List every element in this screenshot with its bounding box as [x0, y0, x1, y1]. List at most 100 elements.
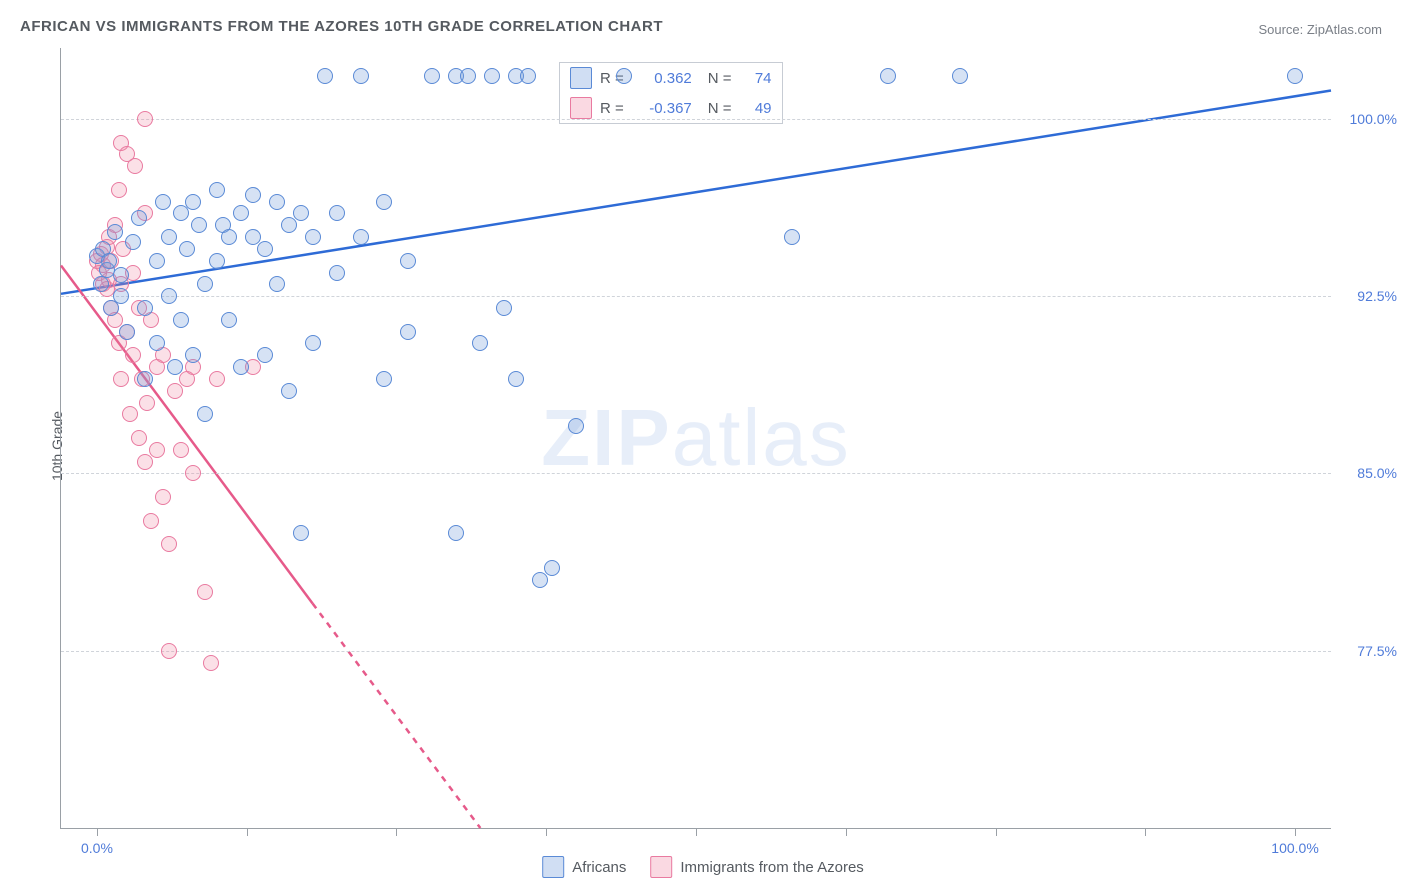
data-point-blue: [179, 241, 195, 257]
n-label: N =: [708, 100, 732, 117]
data-point-blue: [281, 217, 297, 233]
x-tick: [546, 828, 547, 836]
r-label: R =: [600, 100, 624, 117]
data-point-blue: [281, 383, 297, 399]
x-tick: [396, 828, 397, 836]
chart-title: AFRICAN VS IMMIGRANTS FROM THE AZORES 10…: [20, 18, 663, 35]
stats-row-blue: R = 0.362 N = 74: [560, 63, 782, 93]
swatch-pink-icon: [650, 856, 672, 878]
gridline: [61, 296, 1331, 297]
data-point-blue: [1287, 68, 1303, 84]
data-point-blue: [197, 276, 213, 292]
n-value-pink: 49: [740, 100, 772, 117]
data-point-pink: [155, 489, 171, 505]
data-point-pink: [161, 536, 177, 552]
x-tick: [696, 828, 697, 836]
data-point-blue: [185, 194, 201, 210]
x-tick: [1295, 828, 1296, 836]
data-point-blue: [293, 205, 309, 221]
data-point-pink: [113, 371, 129, 387]
y-tick-label: 100.0%: [1337, 111, 1397, 127]
data-point-blue: [149, 335, 165, 351]
data-point-blue: [376, 194, 392, 210]
data-point-blue: [233, 205, 249, 221]
data-point-blue: [137, 371, 153, 387]
data-point-blue: [329, 265, 345, 281]
data-point-blue: [209, 253, 225, 269]
stats-legend: R = 0.362 N = 74 R = -0.367 N = 49: [559, 62, 783, 124]
data-point-pink: [137, 454, 153, 470]
data-point-blue: [101, 253, 117, 269]
x-tick: [846, 828, 847, 836]
data-point-blue: [131, 210, 147, 226]
data-point-blue: [221, 229, 237, 245]
data-point-blue: [257, 241, 273, 257]
data-point-blue: [616, 68, 632, 84]
legend-item-blue: Africans: [542, 856, 626, 878]
data-point-blue: [496, 300, 512, 316]
data-point-blue: [197, 406, 213, 422]
data-point-blue: [167, 359, 183, 375]
r-value-pink: -0.367: [632, 100, 692, 117]
data-point-blue: [269, 194, 285, 210]
data-point-blue: [305, 229, 321, 245]
data-point-blue: [484, 68, 500, 84]
legend-label-pink: Immigrants from the Azores: [680, 859, 863, 876]
data-point-blue: [544, 560, 560, 576]
data-point-blue: [233, 359, 249, 375]
data-point-blue: [448, 525, 464, 541]
data-point-blue: [460, 68, 476, 84]
data-point-pink: [149, 442, 165, 458]
gridline: [61, 119, 1331, 120]
swatch-blue-icon: [542, 856, 564, 878]
data-point-pink: [197, 584, 213, 600]
x-tick: [996, 828, 997, 836]
legend-item-pink: Immigrants from the Azores: [650, 856, 863, 878]
data-point-pink: [167, 383, 183, 399]
data-point-blue: [161, 229, 177, 245]
data-point-blue: [400, 253, 416, 269]
data-point-pink: [209, 371, 225, 387]
data-point-blue: [93, 276, 109, 292]
data-point-pink: [161, 643, 177, 659]
data-point-pink: [185, 465, 201, 481]
data-point-pink: [131, 430, 147, 446]
data-point-blue: [173, 205, 189, 221]
data-point-pink: [143, 513, 159, 529]
data-point-blue: [952, 68, 968, 84]
data-point-blue: [191, 217, 207, 233]
data-point-blue: [125, 234, 141, 250]
data-point-pink: [127, 158, 143, 174]
data-point-blue: [245, 187, 261, 203]
data-point-blue: [113, 288, 129, 304]
n-label: N =: [708, 70, 732, 87]
data-point-blue: [119, 324, 135, 340]
y-tick-label: 77.5%: [1337, 643, 1397, 659]
swatch-blue-icon: [570, 67, 592, 89]
data-point-pink: [139, 395, 155, 411]
data-point-blue: [107, 224, 123, 240]
data-point-blue: [221, 312, 237, 328]
x-tick: [1145, 828, 1146, 836]
data-point-blue: [173, 312, 189, 328]
gridline: [61, 473, 1331, 474]
data-point-pink: [137, 111, 153, 127]
gridline: [61, 651, 1331, 652]
data-point-blue: [185, 347, 201, 363]
data-point-blue: [137, 300, 153, 316]
data-point-blue: [269, 276, 285, 292]
data-point-blue: [293, 525, 309, 541]
data-point-blue: [155, 194, 171, 210]
data-point-blue: [353, 229, 369, 245]
data-point-blue: [568, 418, 584, 434]
data-point-blue: [880, 68, 896, 84]
plot-area: ZIPatlas R = 0.362 N = 74 R = -0.367 N =…: [60, 48, 1331, 829]
data-point-pink: [203, 655, 219, 671]
x-tick: [97, 828, 98, 836]
data-point-blue: [520, 68, 536, 84]
x-tick-label: 100.0%: [1271, 840, 1318, 856]
data-point-blue: [149, 253, 165, 269]
x-tick: [247, 828, 248, 836]
data-point-blue: [209, 182, 225, 198]
legend-label-blue: Africans: [572, 859, 626, 876]
